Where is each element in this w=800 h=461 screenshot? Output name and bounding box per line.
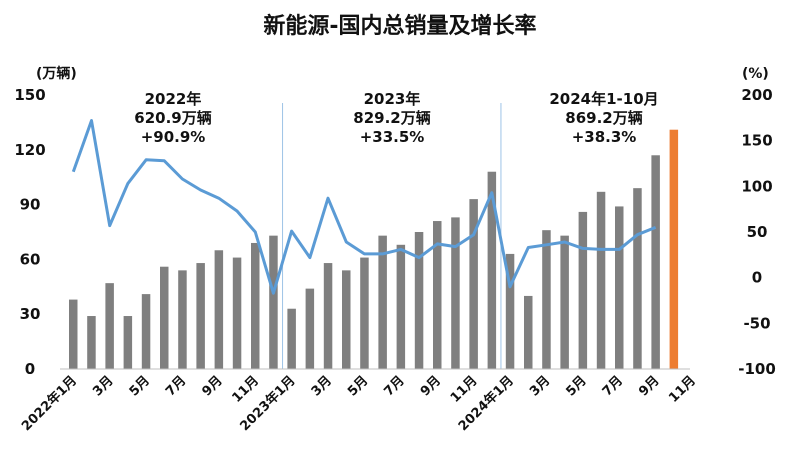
annotation-line: 869.2万辆 [565, 109, 642, 127]
x-tick-label: 9月 [199, 373, 225, 399]
bar [196, 263, 205, 369]
left-tick-label: 150 [14, 86, 45, 104]
bar [578, 211, 588, 369]
bar [123, 316, 133, 369]
x-tick-label: 9月 [636, 373, 662, 399]
bar [542, 230, 551, 369]
bar [87, 316, 96, 369]
left-tick-label: 0 [25, 360, 35, 378]
x-tick-label: 11月 [666, 373, 699, 406]
x-tick-label: 7月 [381, 373, 407, 399]
left-tick-label: 120 [14, 141, 45, 159]
bar [178, 270, 187, 369]
bar [214, 250, 224, 369]
bar [323, 263, 333, 369]
right-tick-label: 100 [741, 177, 772, 195]
x-tick-label: 3月 [527, 373, 553, 399]
bar [141, 294, 151, 369]
bar [69, 299, 78, 369]
right-tick-label: 0 [752, 269, 762, 287]
annotation-line: +90.9% [141, 128, 206, 146]
bar [487, 171, 497, 369]
x-tick-label: 3月 [309, 373, 335, 399]
annotation-line: +38.3% [572, 128, 637, 146]
x-tick-label: 7月 [163, 373, 189, 399]
x-tick-label: 2022年1月 [18, 373, 80, 435]
bar [342, 270, 351, 369]
bar [287, 308, 296, 369]
x-tick-label: 5月 [345, 373, 371, 399]
right-tick-label: -100 [738, 360, 776, 378]
annotation-line: 829.2万辆 [353, 109, 430, 127]
right-axis-unit: (%) [742, 66, 769, 82]
left-axis-ticks: 0 30 60 90 120 150 [14, 86, 45, 378]
x-tick-label: 11月 [229, 373, 262, 406]
right-tick-label: 50 [747, 223, 768, 241]
bar [615, 206, 624, 369]
chart-title: 新能源-国内总销量及增长率 [263, 13, 536, 39]
left-axis-unit: (万辆) [36, 65, 77, 82]
bar [596, 191, 606, 369]
x-tick-label: 3月 [90, 373, 116, 399]
bar [360, 257, 369, 369]
right-axis-ticks: -100 -50 0 50 100 150 200 [738, 86, 776, 378]
bar [105, 283, 114, 369]
left-tick-label: 60 [20, 250, 41, 268]
right-tick-label: -50 [743, 314, 770, 332]
bar [505, 253, 515, 369]
bar [524, 295, 533, 369]
x-tick-label: 7月 [600, 373, 626, 399]
right-tick-label: 200 [741, 86, 772, 104]
bars-group [69, 129, 679, 369]
bar [433, 221, 442, 369]
annotation-line: 2023年 [364, 90, 421, 108]
bar [396, 244, 406, 369]
bar [451, 217, 460, 369]
bar [414, 232, 424, 369]
bar [269, 235, 278, 369]
bar [232, 257, 242, 369]
bar [305, 288, 315, 369]
left-tick-label: 90 [20, 196, 41, 214]
annotation-line: +33.5% [360, 128, 425, 146]
x-tick-label: 5月 [563, 373, 589, 399]
bar [378, 235, 387, 369]
bar [469, 199, 478, 369]
annotation-line: 2024年1-10月 [549, 90, 658, 108]
annotation-line: 2022年 [145, 90, 202, 108]
bar-highlight [669, 129, 679, 369]
x-tick-label: 5月 [127, 373, 153, 399]
annotation-line: 620.9万辆 [134, 109, 211, 127]
bar [633, 188, 642, 369]
bar [560, 235, 569, 369]
growth-rate-line [71, 119, 657, 295]
x-tick-label: 9月 [418, 373, 444, 399]
x-tick-label: 11月 [448, 373, 481, 406]
bar [160, 266, 169, 369]
right-tick-label: 150 [741, 132, 772, 150]
bar [651, 155, 660, 369]
bar [251, 242, 260, 369]
left-tick-label: 30 [20, 305, 41, 323]
